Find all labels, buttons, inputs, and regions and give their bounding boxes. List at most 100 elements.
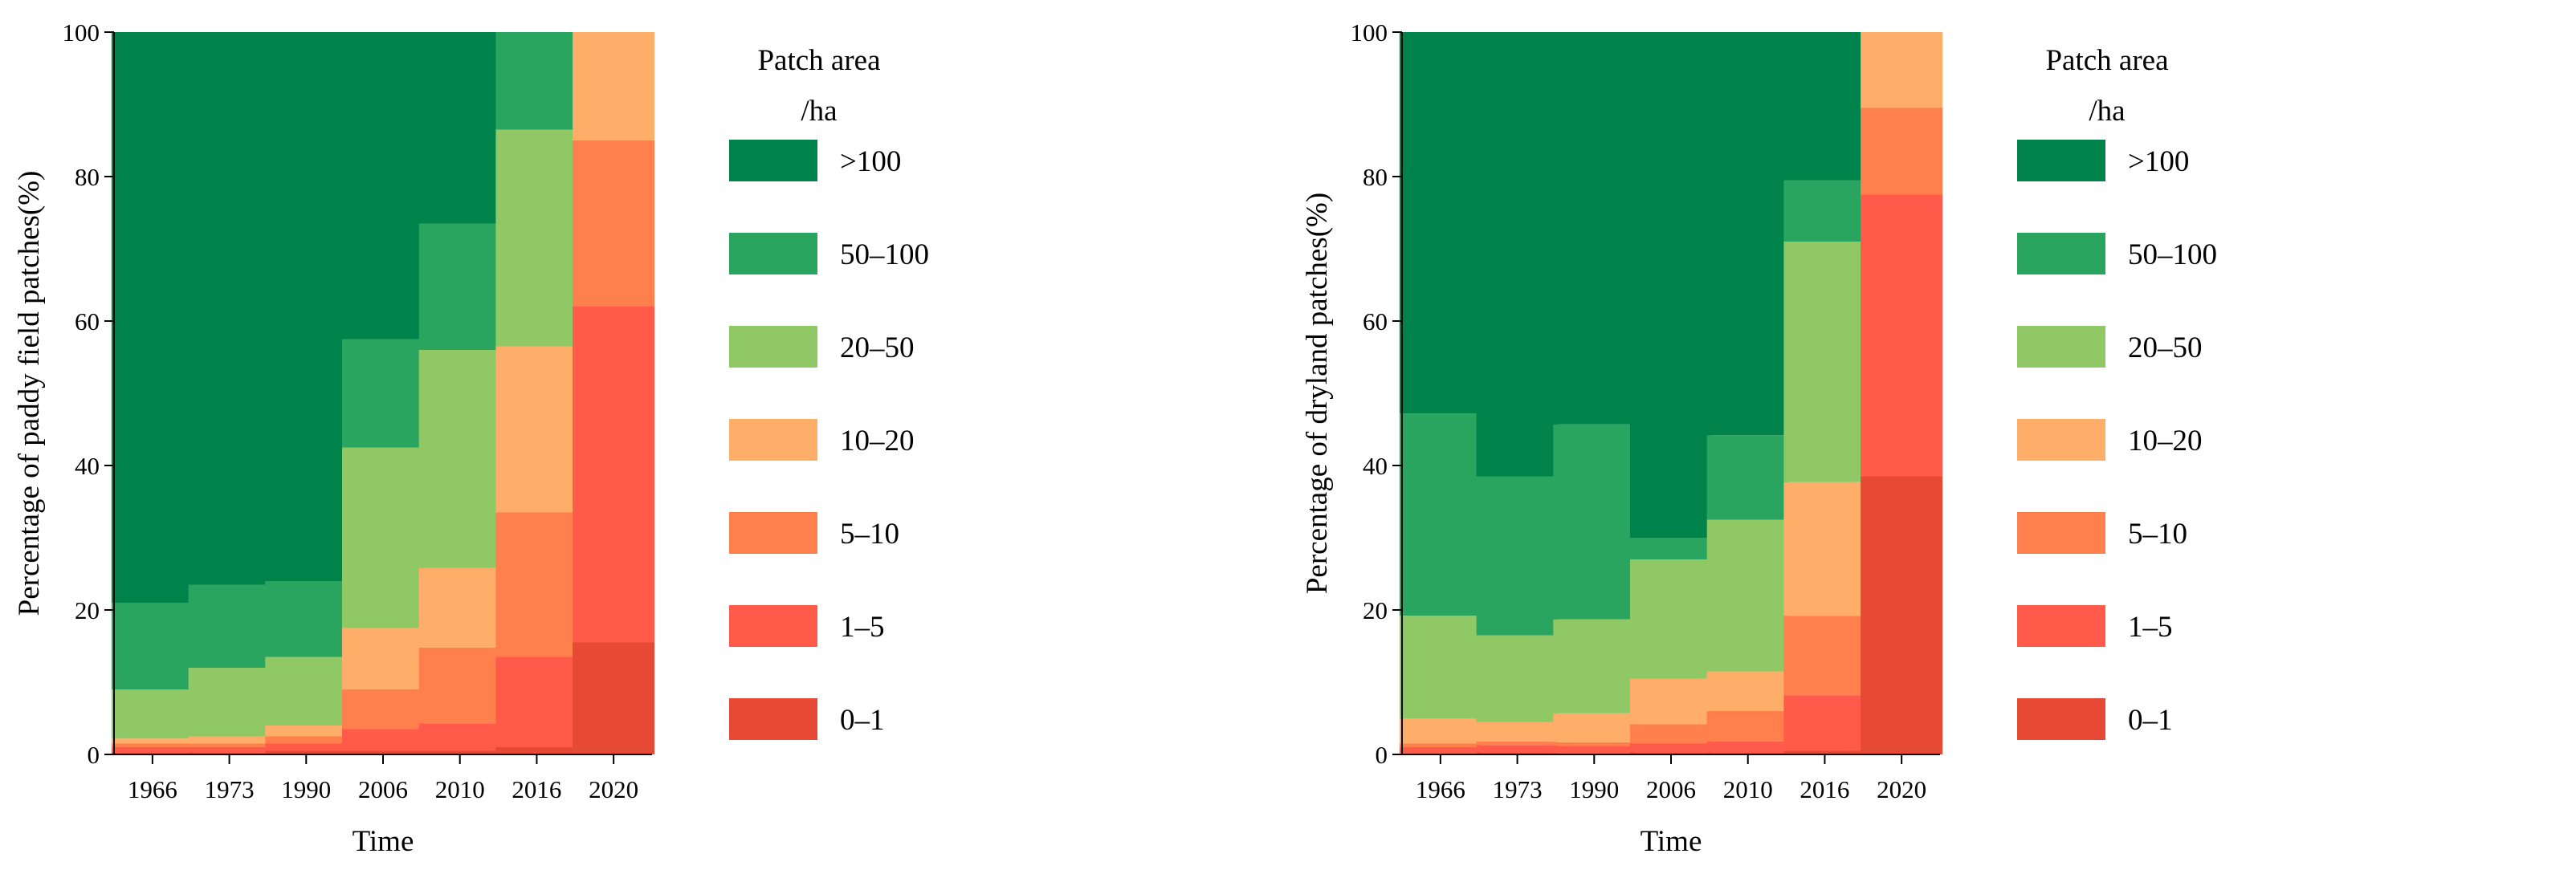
paddy-xtick-label-2020: 2020 [589,775,638,803]
paddy-legend-label-4: 20–50 [840,331,915,364]
paddy-bar-2016-seg-1 [495,657,578,747]
paddy-bar-2006-seg-5 [342,339,424,448]
dryland-xtick-label-1990: 1990 [1569,775,1619,803]
dryland-legend-title-line1: Patch area [2045,44,2168,77]
dryland-bar-1973-seg-5 [1476,476,1559,636]
dryland-bar-1990-seg-5 [1553,424,1636,620]
dryland-ytick-label-20: 20 [1363,596,1388,624]
paddy-legend-swatch-5 [729,233,817,274]
dryland-ytick-label-100: 100 [1351,18,1388,47]
dryland-bar-2010-seg-6 [1706,32,1789,436]
dryland-bar-2016-seg-4 [1783,242,1866,482]
paddy-bar-1990-seg-6 [265,32,348,581]
paddy-bar-1990-seg-2 [265,736,348,744]
dryland-bar-2010-seg-1 [1706,741,1789,753]
dryland-xtick-label-2010: 2010 [1723,775,1773,803]
paddy-bar-2016-seg-2 [495,512,578,657]
dryland-ytick-label-60: 60 [1363,307,1388,335]
dryland-bar-1973-seg-6 [1476,32,1559,477]
paddy-bar-2006-seg-2 [342,689,424,730]
dryland-bar-2016-seg-2 [1783,616,1866,696]
paddy-legend-swatch-0 [729,698,817,740]
dryland-legend-swatch-3 [2017,419,2105,461]
paddy-bar-2010-seg-3 [418,567,501,648]
dryland-bar-2020-seg-1 [1861,194,1943,477]
dryland-bar-1990-seg-2 [1553,742,1636,746]
dryland-legend-swatch-6 [2017,140,2105,181]
dryland-bar-2016-seg-0 [1783,750,1866,754]
dryland-bar-2016-seg-5 [1783,180,1866,242]
dryland-bar-2010-seg-4 [1706,519,1789,672]
dryland-legend-swatch-2 [2017,512,2105,554]
dryland-legend-label-1: 1–5 [2128,611,2173,644]
dryland-bar-2020-seg-3 [1861,32,1943,108]
paddy-bar-1966-seg-3 [111,738,194,744]
dryland-bar-2010-seg-3 [1706,671,1789,711]
paddy-bar-2006-seg-4 [342,447,424,628]
paddy-bar-2020-seg-0 [573,642,655,754]
paddy-bar-1966-seg-4 [111,689,194,739]
dryland-bar-1973-seg-2 [1476,741,1559,746]
dryland-bar-2020-seg-0 [1861,476,1943,754]
paddy-bar-1973-seg-6 [188,32,271,585]
dryland-legend-swatch-0 [2017,698,2105,740]
paddy-xtick-label-2016: 2016 [512,775,561,803]
dryland-bar-2006-seg-5 [1630,538,1712,559]
dryland-legend-label-2: 5–10 [2128,518,2187,551]
paddy-bar-1990-seg-1 [265,743,348,751]
paddy-legend-label-6: >100 [840,145,901,178]
dryland-legend-title-line2: /ha [2089,95,2125,128]
dryland-xtick-label-1966: 1966 [1416,775,1465,803]
dryland-bar-2010-seg-0 [1706,752,1789,754]
paddy-bar-2016-seg-5 [495,32,578,130]
dryland-bar-1973-seg-4 [1476,635,1559,722]
dryland-legend-swatch-4 [2017,326,2105,368]
dryland-bar-2006-seg-4 [1630,559,1712,679]
dryland-xtick-label-2020: 2020 [1877,775,1926,803]
paddy-bar-1966-seg-6 [111,32,194,603]
dryland-legend-label-5: 50–100 [2128,238,2217,271]
paddy-bar-2006-seg-0 [342,750,424,754]
dryland-ytick-label-0: 0 [1376,741,1388,769]
dryland-bar-1990-seg-4 [1553,619,1636,713]
paddy-y-axis-label: Percentage of paddy field patches(%) [13,171,46,616]
paddy-legend-label-0: 0–1 [840,704,885,737]
dryland-legend-swatch-1 [2017,605,2105,647]
dryland-bar-1966-seg-1 [1399,747,1482,754]
dryland-bar-2010-seg-5 [1706,435,1789,520]
dryland-chart-svg: 1966 1973 1990 2006 2010 2016 2020 0 20 40 60 80 100… [1301,18,2217,858]
paddy-legend-title-line2: /ha [801,95,837,128]
dryland-legend-label-4: 20–50 [2128,331,2203,364]
dryland-bar-2006-seg-3 [1630,678,1712,725]
paddy-ytick-label-60: 60 [75,307,100,335]
dryland-bar-2006-seg-6 [1630,32,1712,538]
paddy-bar-2010-seg-1 [418,723,501,751]
paddy-bar-1973-seg-0 [188,752,271,754]
dryland-bar-2016-seg-1 [1783,695,1866,751]
paddy-bar-1990-seg-3 [265,726,348,737]
dryland-xtick-label-1973: 1973 [1493,775,1543,803]
dryland-bar-2006-seg-1 [1630,743,1712,753]
paddy-bar-2006-seg-1 [342,729,424,751]
paddy-bar-2016-seg-4 [495,129,578,347]
paddy-bar-1966-seg-2 [111,743,194,747]
paddy-bar-1990-seg-4 [265,657,348,726]
paddy-bar-1966-seg-1 [111,747,194,753]
dryland-legend-label-3: 10–20 [2128,425,2203,457]
dryland-bar-1966-seg-6 [1399,32,1482,414]
paddy-bar-2010-seg-2 [418,647,501,724]
dryland-bar-1966-seg-2 [1399,743,1482,747]
paddy-bar-2020-seg-3 [573,32,655,140]
paddy-bar-2010-seg-6 [418,32,501,224]
paddy-field-chart: 1966 1973 1990 2006 2010 2016 2020 0 20 40 60 80 100… [13,18,929,858]
paddy-bar-1966-seg-5 [111,603,194,689]
paddy-xtick-label-1990: 1990 [281,775,331,803]
paddy-bar-1966-seg-0 [111,752,194,754]
paddy-bar-2020-seg-1 [573,307,655,643]
dryland-bar-1973-seg-0 [1476,752,1559,754]
dryland-bar-1966-seg-4 [1399,616,1482,718]
paddy-legend-title-line1: Patch area [757,44,880,77]
dryland-xtick-label-2016: 2016 [1800,775,1849,803]
dryland-chart: 1966 1973 1990 2006 2010 2016 2020 0 20 40 60 80 100… [1288,0,2576,870]
dryland-bar-1990-seg-6 [1553,32,1636,425]
